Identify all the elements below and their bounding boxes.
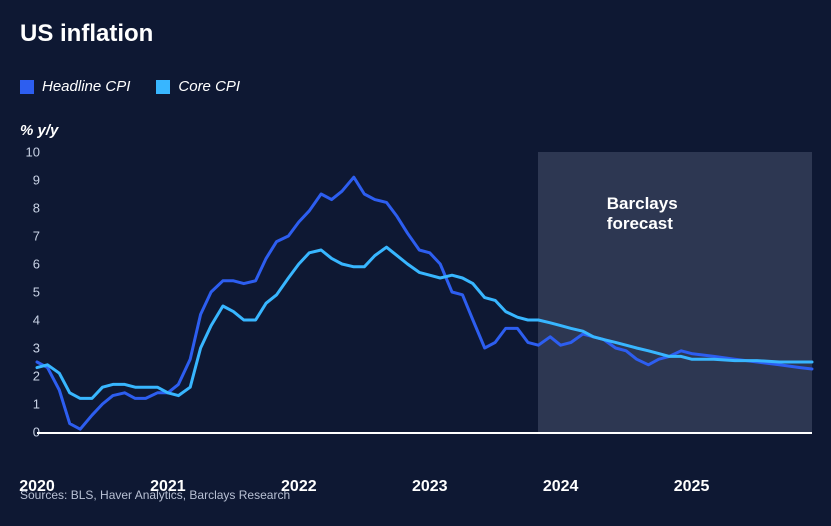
legend-swatch-headline bbox=[20, 80, 34, 94]
x-tick: 2024 bbox=[543, 478, 579, 496]
series-core-cpi bbox=[37, 247, 812, 398]
legend-swatch-core bbox=[156, 80, 170, 94]
legend-label-headline: Headline CPI bbox=[42, 78, 130, 95]
chart-title: US inflation bbox=[20, 20, 153, 48]
chart-plot-area: 012345678910202020212022202320242025Barc… bbox=[22, 152, 812, 472]
x-tick: 2023 bbox=[412, 478, 448, 496]
sources-text: Sources: BLS, Haver Analytics, Barclays … bbox=[20, 488, 290, 502]
series-headline-cpi bbox=[37, 177, 812, 429]
y-axis-label: % y/y bbox=[20, 122, 58, 139]
x-tick: 2025 bbox=[674, 478, 710, 496]
legend: Headline CPI Core CPI bbox=[20, 78, 240, 95]
legend-item-core: Core CPI bbox=[156, 78, 240, 95]
legend-item-headline: Headline CPI bbox=[20, 78, 130, 95]
chart-container: US inflation Headline CPI Core CPI % y/y… bbox=[0, 0, 831, 526]
legend-label-core: Core CPI bbox=[178, 78, 240, 95]
series-lines bbox=[22, 152, 812, 434]
